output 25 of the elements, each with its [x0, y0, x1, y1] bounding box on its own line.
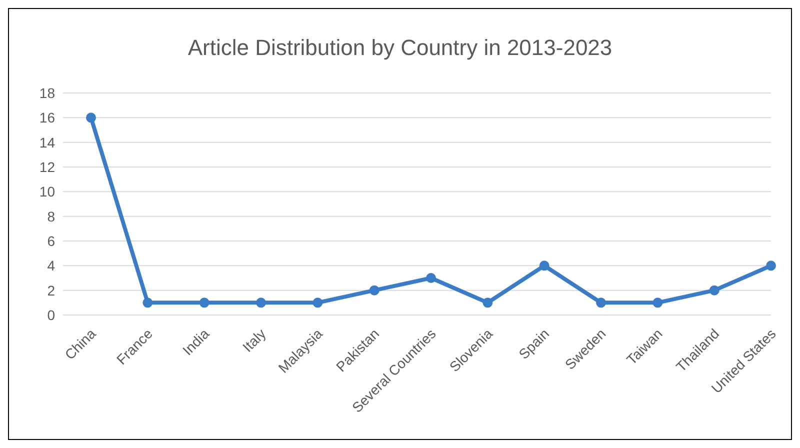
chart-title: Article Distribution by Country in 2013-2023	[186, 35, 614, 61]
point	[652, 298, 663, 308]
y-tick-label: 6	[47, 232, 56, 249]
x-tick-label: Italy	[239, 325, 269, 355]
y-tick-label: 0	[47, 306, 56, 323]
point	[256, 298, 266, 308]
point	[142, 298, 153, 308]
point	[709, 285, 720, 296]
y-tick-label: 2	[47, 282, 56, 298]
point	[312, 298, 323, 308]
y-tick-label: 14	[39, 134, 56, 150]
y-tick-label: 8	[47, 208, 56, 224]
point	[199, 298, 210, 308]
y-tick-label: 12	[39, 158, 56, 175]
point	[426, 273, 436, 283]
point	[539, 260, 550, 271]
point	[86, 112, 96, 123]
y-tick-label: 18	[39, 84, 56, 101]
point	[369, 285, 380, 296]
point	[766, 260, 776, 271]
y-tick-label: 4	[47, 258, 56, 274]
point	[596, 298, 606, 308]
y-tick-label: 16	[39, 110, 56, 126]
point	[482, 298, 493, 308]
y-tick-label: 10	[39, 184, 56, 200]
